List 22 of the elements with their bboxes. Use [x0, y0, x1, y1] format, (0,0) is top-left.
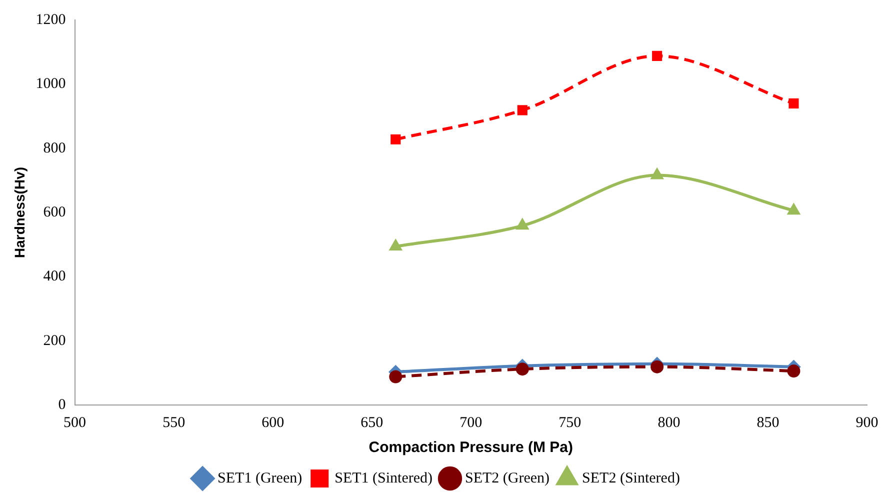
y-tick-label: 800 [43, 140, 66, 156]
x-tick-label: 800 [658, 414, 680, 431]
y-tick-label: 600 [43, 204, 66, 220]
y-tick-label: 1200 [36, 12, 66, 28]
y-tick-label: 0 [58, 396, 66, 413]
y-tick-label: 200 [43, 332, 66, 349]
x-tick-label: 650 [360, 414, 384, 431]
legend-label: SET2 (Sintered) [582, 470, 680, 486]
x-tick-label: 500 [64, 414, 86, 431]
legend-label: SET1 (Sintered) [334, 470, 433, 486]
x-axis-title: Compaction Pressure (M Pa) [368, 439, 574, 456]
x-tick-label: 700 [460, 414, 482, 431]
x-tick-label: 600 [262, 414, 284, 431]
x-tick-label: 900 [856, 414, 878, 431]
legend-label: SET2 (Green) [465, 470, 550, 486]
x-tick-label: 850 [756, 414, 780, 431]
y-axis-title: Hardness(Hv) [11, 166, 28, 258]
y-tick-label: 400 [43, 268, 66, 285]
legend-label: SET1 (Green) [218, 470, 302, 486]
x-tick-label: 750 [558, 414, 582, 431]
y-tick-label: 1000 [36, 76, 66, 92]
x-tick-label: 550 [162, 414, 186, 431]
